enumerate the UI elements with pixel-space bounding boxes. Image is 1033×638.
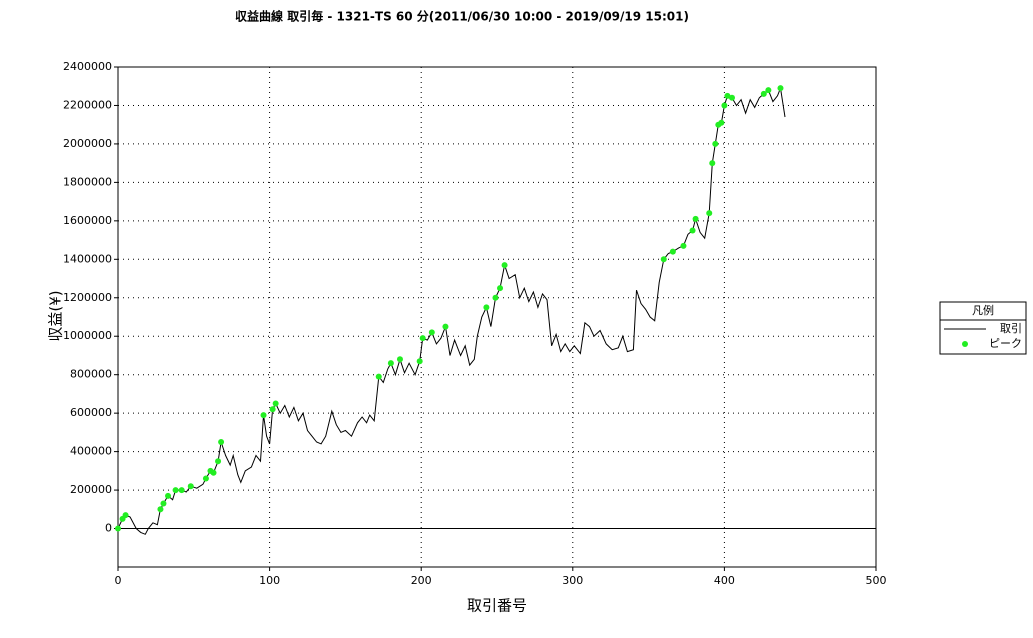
x-tick-label: 400 bbox=[714, 574, 735, 587]
peak-point bbox=[712, 140, 719, 147]
peak-point bbox=[660, 256, 667, 263]
peak-point bbox=[721, 102, 728, 109]
peak-point bbox=[765, 87, 772, 94]
y-tick-label: 0 bbox=[105, 522, 112, 535]
peak-point bbox=[122, 512, 129, 519]
legend-label: ピーク bbox=[989, 337, 1022, 350]
peak-point bbox=[165, 492, 172, 499]
y-tick-label: 600000 bbox=[70, 406, 112, 419]
peak-point bbox=[260, 412, 267, 419]
y-tick-label: 2200000 bbox=[63, 98, 112, 111]
peak-point bbox=[178, 487, 185, 494]
peak-point bbox=[187, 483, 194, 490]
peak-point bbox=[501, 262, 508, 269]
y-tick-label: 2400000 bbox=[63, 60, 112, 73]
peak-point bbox=[728, 94, 735, 101]
peak-point bbox=[680, 242, 687, 249]
plot-frame bbox=[117, 66, 877, 568]
peak-point bbox=[706, 210, 713, 217]
legend-box bbox=[939, 301, 1027, 355]
y-tick-label: 200000 bbox=[70, 483, 112, 496]
peak-point bbox=[172, 487, 179, 494]
peak-point bbox=[157, 506, 164, 513]
peak-point bbox=[497, 285, 504, 292]
peak-point bbox=[760, 90, 767, 97]
peak-point bbox=[202, 475, 209, 482]
y-tick-label: 1200000 bbox=[63, 291, 112, 304]
x-tick-label: 300 bbox=[562, 574, 583, 587]
peak-point bbox=[416, 358, 423, 365]
x-tick-label: 500 bbox=[866, 574, 887, 587]
peak-point bbox=[777, 85, 784, 92]
peak-point bbox=[709, 160, 716, 167]
peak-point bbox=[669, 248, 676, 255]
legend-swatch bbox=[962, 341, 968, 347]
y-tick-label: 2000000 bbox=[63, 137, 112, 150]
peak-point bbox=[387, 360, 394, 367]
y-tick-label: 1800000 bbox=[63, 175, 112, 188]
x-tick-label: 200 bbox=[411, 574, 432, 587]
peak-point bbox=[492, 294, 499, 301]
peak-point bbox=[428, 329, 435, 336]
peak-point bbox=[718, 119, 725, 126]
peak-point bbox=[419, 335, 426, 342]
peak-point bbox=[375, 373, 382, 380]
peak-point bbox=[724, 92, 731, 99]
peak-point bbox=[210, 469, 217, 476]
peak-point bbox=[272, 400, 279, 407]
legend-label: 取引 bbox=[1000, 321, 1022, 335]
peak-point bbox=[689, 227, 696, 234]
y-axis-label: 収益(¥) bbox=[47, 290, 65, 341]
chart-title: 収益曲線 取引毎 - 1321-TS 60 分(2011/06/30 10:00… bbox=[235, 9, 689, 24]
peak-point bbox=[483, 304, 490, 311]
peak-point bbox=[218, 439, 225, 445]
y-tick-label: 1400000 bbox=[63, 252, 112, 265]
y-tick-label: 1000000 bbox=[63, 329, 112, 342]
peak-point bbox=[215, 458, 222, 465]
y-tick-label: 400000 bbox=[70, 445, 112, 458]
x-tick-label: 100 bbox=[259, 574, 280, 587]
legend-title: 凡例 bbox=[972, 303, 994, 317]
peak-point bbox=[115, 525, 121, 532]
y-tick-label: 800000 bbox=[70, 368, 112, 381]
x-axis-label: 取引番号 bbox=[467, 597, 527, 615]
x-tick-label: 0 bbox=[115, 574, 122, 587]
peak-point bbox=[442, 323, 449, 330]
peak-point bbox=[269, 406, 276, 413]
y-tick-label: 1600000 bbox=[63, 214, 112, 227]
peak-point bbox=[396, 356, 403, 363]
peak-point bbox=[160, 500, 167, 507]
peak-point bbox=[692, 215, 699, 222]
